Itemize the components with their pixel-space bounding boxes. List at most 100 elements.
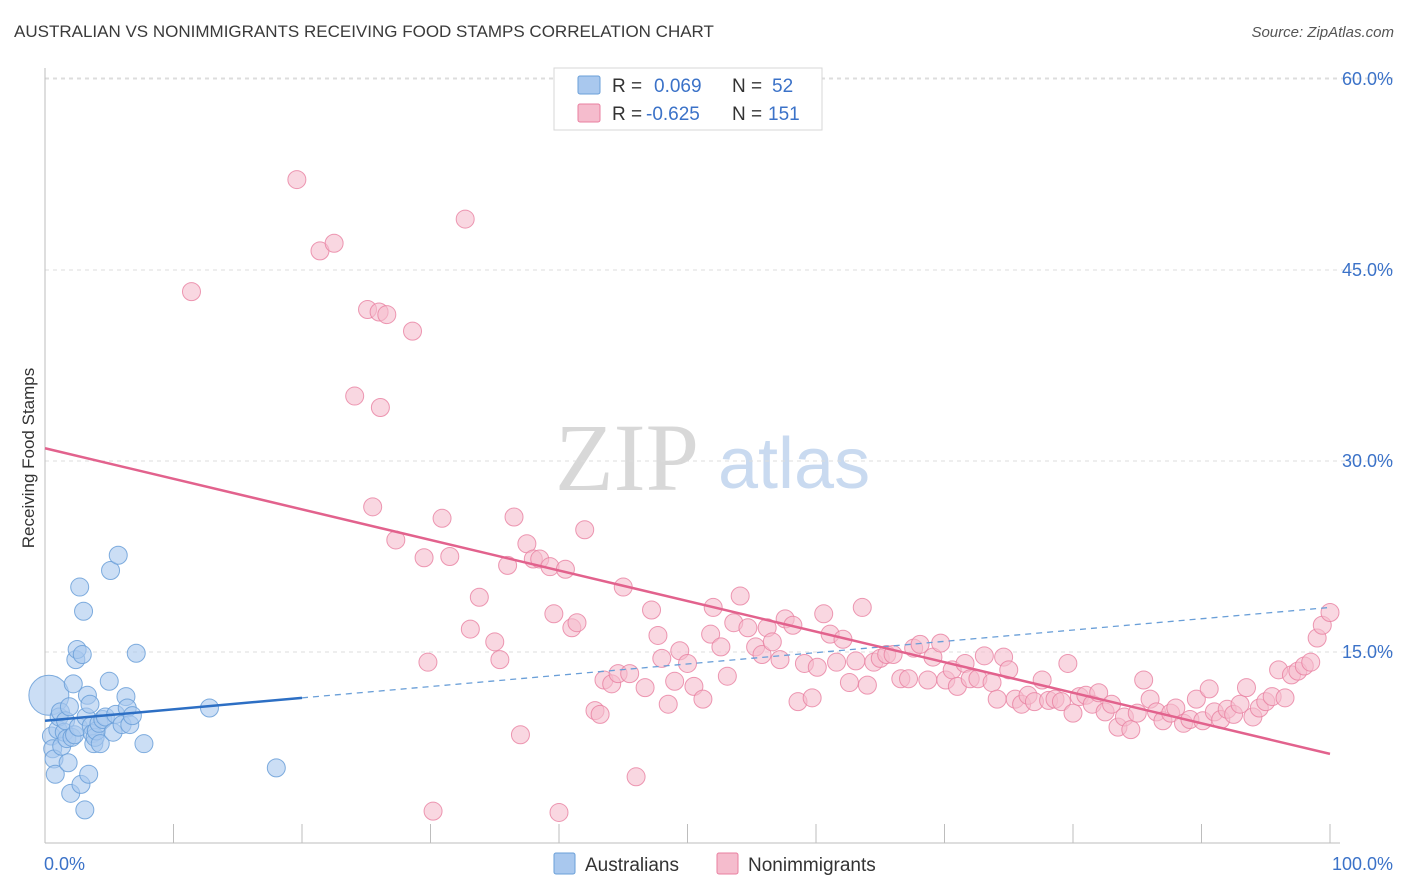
australians-point-25 [75,800,95,820]
australians-point-24 [74,601,94,621]
y-tick-label-0: 15.0% [1342,642,1393,662]
australians-point-4 [45,764,65,784]
nonimmigrants-point-21 [490,650,510,670]
nonimmigrants-point-6 [363,497,383,517]
stats-r-label-2: R = [612,104,642,125]
nonimmigrants-point-73 [827,652,847,672]
stats-r-label-1: R = [612,76,642,97]
nonimmigrants-point-61 [752,645,772,665]
axes [44,68,1340,844]
australians-points [28,545,286,820]
nonimmigrants-point-31 [555,559,575,579]
nonimmigrants-point-86 [910,634,930,654]
nonimmigrants-point-15 [432,508,452,528]
watermark-atlas: atlas [718,424,870,504]
stats-n-label-1: N = [732,76,762,97]
nonimmigrants-point-1 [287,170,307,190]
nonimmigrants-point-13 [418,652,438,672]
trend-lines [44,447,1331,756]
chart-title: AUSTRALIAN VS NONIMMIGRANTS RECEIVING FO… [14,22,714,41]
y-tick-label-2: 45.0% [1342,260,1393,280]
nonimmigrants-point-46 [652,648,672,668]
legend-label-australians: Australians [585,855,679,876]
stats-n-value-2: 151 [768,104,800,125]
nonimmigrants-point-44 [642,600,662,620]
x-tick-label-1: 100.0% [1332,854,1393,874]
nonimmigrants-point-4 [345,386,365,406]
nonimmigrants-point-23 [504,507,524,527]
nonimmigrants-point-136 [1230,694,1250,714]
nonimmigrants-point-53 [701,624,721,644]
nonimmigrants-point-45 [648,625,668,645]
australians-point-39 [99,671,119,691]
nonimmigrants-point-69 [802,688,822,708]
nonimmigrants-point-12 [414,548,434,568]
nonimmigrants-point-100 [999,660,1019,680]
stats-n-value-1: 52 [772,76,793,97]
stats-legend-box: R = 0.069 N = 52 R = -0.625 N = 151 [553,67,823,131]
nonimmigrants-point-42 [626,767,646,787]
nonimmigrants-point-33 [567,613,587,633]
legend-label-nonimmigrants: Nonimmigrants [748,855,876,876]
legend-swatch-australians [553,852,576,875]
nonimmigrants-point-131 [1199,679,1219,699]
nonimmigrants-trend [44,447,1331,756]
nonimmigrants-point-34 [575,520,595,540]
nonimmigrants-point-3 [324,233,344,253]
australians-point-29 [80,694,100,714]
y-axis-label: Receiving Food Stamps [19,368,38,548]
australians-point-13 [59,697,79,717]
y-tick-labels: 15.0% 30.0% 45.0% 60.0% [1342,69,1393,662]
australians-trend-solid [44,696,303,723]
nonimmigrants-point-96 [974,646,994,666]
nonimmigrants-point-63 [762,632,782,652]
nonimmigrants-point-89 [931,633,951,653]
nonimmigrants-point-29 [544,604,564,624]
nonimmigrants-point-43 [635,678,655,698]
australians-point-48 [122,706,142,726]
x-tick-labels: 0.0% 100.0% [44,854,1393,874]
nonimmigrants-point-36 [590,704,610,724]
nonimmigrants-point-87 [918,670,938,690]
australians-point-28 [79,764,99,784]
nonimmigrants-point-52 [693,689,713,709]
nonimmigrants-point-75 [839,673,859,693]
nonimmigrants-point-137 [1236,678,1256,698]
nonimmigrants-point-129 [1186,689,1206,709]
y-tick-label-1: 30.0% [1342,451,1393,471]
nonimmigrants-point-108 [1051,692,1071,712]
nonimmigrants-point-30 [549,802,569,822]
nonimmigrants-point-150 [1320,603,1340,623]
nonimmigrants-point-14 [423,801,443,821]
nonimmigrants-point-109 [1058,653,1078,673]
australians-point-50 [134,734,154,754]
nonimmigrants-point-47 [658,694,678,714]
nonimmigrants-point-76 [846,651,866,671]
nonimmigrants-point-110 [1063,703,1083,723]
nonimmigrants-point-9 [370,398,390,418]
nonimmigrants-point-16 [440,547,460,566]
australians-point-16 [63,674,83,694]
nonimmigrants-point-64 [770,650,790,670]
legend-swatch-nonimmigrants [716,852,739,875]
nonimmigrants-point-8 [377,305,397,325]
australians-point-51 [199,698,219,718]
australians-point-21 [70,577,90,597]
nonimmigrants-point-98 [987,689,1007,709]
stats-r-value-2: -0.625 [646,104,700,125]
australians-trend-dashed [301,606,1331,699]
nonimmigrants-point-78 [857,675,877,695]
bottom-legend: Australians Nonimmigrants [553,852,876,876]
nonimmigrants-point-71 [814,604,834,624]
nonimmigrants-point-143 [1275,688,1295,708]
australians-point-52 [266,758,286,778]
nonimmigrants-point-119 [1121,720,1141,740]
nonimmigrants-point-59 [738,618,758,638]
nonimmigrants-point-84 [899,669,919,689]
nonimmigrants-point-77 [852,597,872,617]
nonimmigrants-point-58 [730,586,750,606]
australians-point-36 [90,734,110,754]
nonimmigrants-point-18 [460,619,480,639]
nonimmigrants-point-55 [711,637,731,657]
